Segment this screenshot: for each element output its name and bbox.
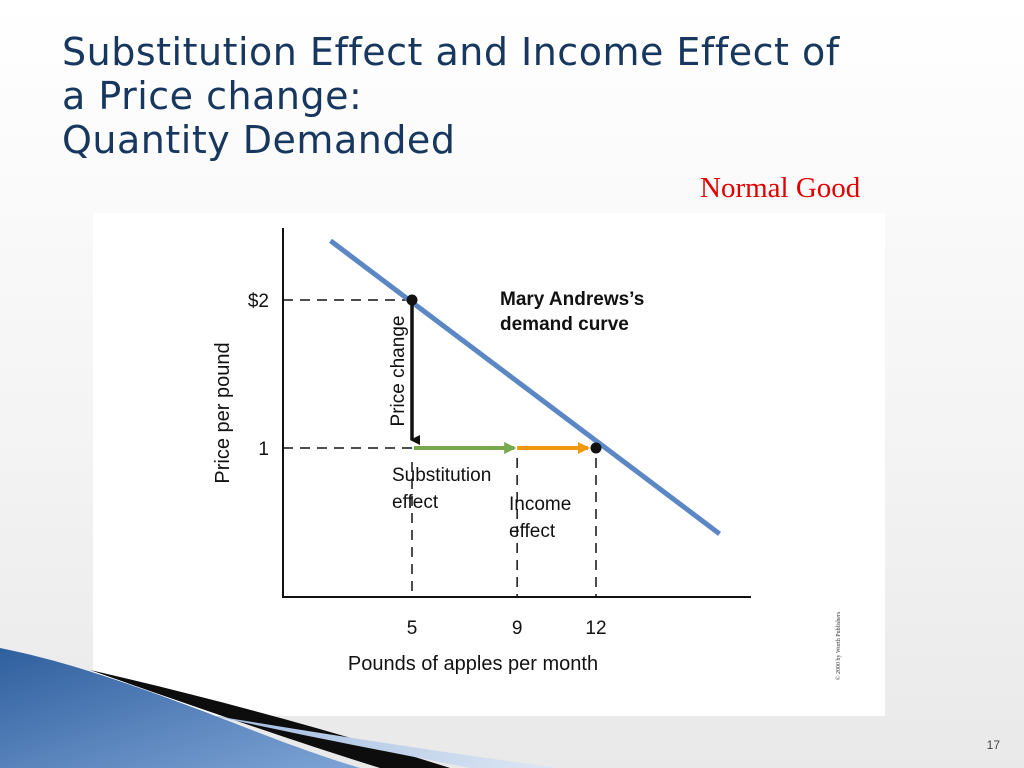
curve-label-line-1: Mary Andrews’s (500, 289, 644, 310)
page-number: 17 (986, 738, 1000, 752)
slide-title: Substitution Effect and Income Effect of… (62, 30, 962, 162)
price-change-label: Price change (388, 316, 409, 427)
income-effect-label-line-2: effect (509, 521, 556, 542)
y-tick-label-2: $2 (248, 291, 269, 312)
x-tick-label-12: 12 (585, 618, 606, 639)
title-line-3: Quantity Demanded (62, 118, 456, 162)
normal-good-label: Normal Good (700, 172, 861, 204)
x-axis-title: Pounds of apples per month (348, 653, 598, 675)
substitution-effect-label-line-2: effect (392, 492, 439, 513)
demand-curve (329, 238, 722, 536)
y-tick-label-1: 1 (258, 439, 269, 460)
y-axis-title: Price per pound (212, 342, 234, 483)
title-line-2: a Price change: (62, 74, 363, 118)
chart-panel: $2 1 5 9 12 Pounds of apples per month P… (93, 213, 885, 716)
point-price-1 (590, 442, 602, 454)
substitution-effect-label-line-1: Substitution (392, 465, 491, 486)
income-effect-label-line-1: Income (509, 494, 571, 515)
demand-chart: $2 1 5 9 12 Pounds of apples per month P… (212, 228, 751, 675)
point-price-2 (406, 294, 418, 306)
guide-lines (283, 299, 597, 597)
curve-label-line-2: demand curve (500, 314, 629, 335)
x-tick-label-5: 5 (407, 618, 418, 639)
x-tick-label-9: 9 (512, 618, 523, 639)
corner-swoosh-decoration (0, 648, 560, 768)
title-line-1: Substitution Effect and Income Effect of (62, 30, 840, 74)
